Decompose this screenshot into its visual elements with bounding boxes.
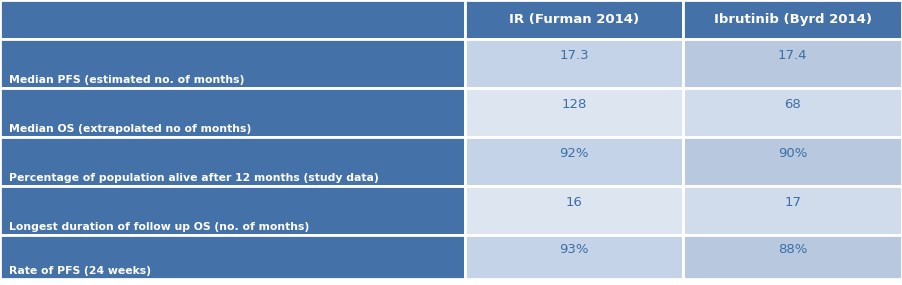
Text: Median PFS (estimated no. of months): Median PFS (estimated no. of months) xyxy=(9,74,244,85)
Bar xyxy=(465,137,684,186)
Bar xyxy=(465,0,684,39)
Text: 17.3: 17.3 xyxy=(559,48,589,62)
Bar xyxy=(0,39,465,88)
Text: 17: 17 xyxy=(784,196,801,209)
Bar xyxy=(0,235,465,279)
Bar xyxy=(684,88,902,137)
Bar xyxy=(684,235,902,279)
Text: Longest duration of follow up OS (no. of months): Longest duration of follow up OS (no. of… xyxy=(9,221,309,232)
Bar xyxy=(684,39,902,88)
Text: Ibrutinib (Byrd 2014): Ibrutinib (Byrd 2014) xyxy=(713,13,871,26)
Bar xyxy=(0,186,465,235)
Text: 90%: 90% xyxy=(778,146,807,160)
Bar xyxy=(465,235,684,279)
Text: Percentage of population alive after 12 months (study data): Percentage of population alive after 12 … xyxy=(9,172,379,183)
Text: 68: 68 xyxy=(784,97,801,111)
Text: 92%: 92% xyxy=(559,146,589,160)
Bar xyxy=(684,186,902,235)
Text: 128: 128 xyxy=(561,97,586,111)
Bar xyxy=(465,39,684,88)
Text: Rate of PFS (24 weeks): Rate of PFS (24 weeks) xyxy=(9,266,151,276)
Text: 17.4: 17.4 xyxy=(778,48,807,62)
Bar xyxy=(0,137,465,186)
Text: Median OS (extrapolated no of months): Median OS (extrapolated no of months) xyxy=(9,123,252,134)
Bar xyxy=(684,0,902,39)
Text: 16: 16 xyxy=(566,196,583,209)
Bar xyxy=(0,0,465,39)
Bar xyxy=(0,88,465,137)
Bar xyxy=(465,88,684,137)
Bar xyxy=(465,186,684,235)
Text: 88%: 88% xyxy=(778,243,807,256)
Bar xyxy=(684,137,902,186)
Text: 93%: 93% xyxy=(559,243,589,256)
Text: IR (Furman 2014): IR (Furman 2014) xyxy=(509,13,639,26)
